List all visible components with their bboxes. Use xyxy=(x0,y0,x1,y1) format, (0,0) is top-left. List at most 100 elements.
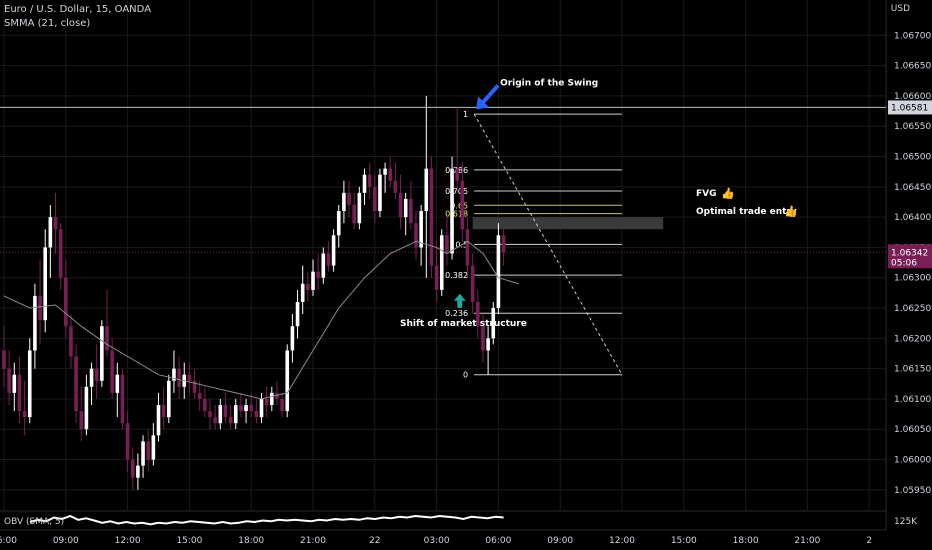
candle-body xyxy=(146,441,150,460)
candle-body xyxy=(58,229,63,278)
time-tick-label: 12:00 xyxy=(609,536,635,546)
candle-body xyxy=(342,192,346,212)
time-tick-label: 15:00 xyxy=(671,536,697,546)
candle-body xyxy=(43,247,47,321)
time-tick-label: 22 xyxy=(369,536,380,546)
candle-body xyxy=(203,398,207,412)
candle-body xyxy=(130,459,135,478)
candle-body xyxy=(295,301,300,327)
fib-level-label: 0.65 xyxy=(450,201,468,210)
obv-line xyxy=(29,514,504,526)
candle-body xyxy=(38,295,42,321)
time-tick-label: 21:00 xyxy=(300,536,326,546)
time-tick-label: 06:00 xyxy=(0,536,17,546)
price-tick-label: 1.05950 xyxy=(894,486,931,496)
fib-level-label: 1 xyxy=(463,110,468,119)
price-tick-label: 1.06250 xyxy=(894,304,931,314)
candle-body xyxy=(403,198,408,218)
candle-body xyxy=(331,235,336,266)
candle-body xyxy=(300,283,305,302)
candle-body xyxy=(74,356,78,412)
thumbs-up-icon: 👍 xyxy=(721,187,735,200)
candle-body xyxy=(259,398,264,418)
candle-body xyxy=(393,180,398,193)
candle-body xyxy=(244,405,248,412)
candle-body xyxy=(326,253,331,266)
candle-body xyxy=(100,326,104,381)
candle-body xyxy=(306,283,310,290)
price-tick-label: 1.06550 xyxy=(894,122,931,132)
candle-body xyxy=(491,308,496,339)
candle-body xyxy=(27,350,32,418)
candle-body xyxy=(409,198,413,224)
candle-body xyxy=(383,168,387,175)
ote-label: Optimal trade entry xyxy=(696,207,797,217)
candle-body xyxy=(285,350,290,412)
obv-scale-label: 125K xyxy=(894,517,918,527)
candle-body xyxy=(290,326,295,351)
candle-body xyxy=(192,380,197,393)
candle-body xyxy=(424,168,429,212)
candle-body xyxy=(280,398,284,412)
candle-body xyxy=(249,405,253,412)
time-tick-label: 18:00 xyxy=(733,536,759,546)
time-tick-label: 2 xyxy=(866,536,872,546)
candle-body xyxy=(22,411,27,418)
candle-body xyxy=(120,374,125,424)
candle-body xyxy=(17,374,22,412)
candle-body xyxy=(156,405,161,436)
candle-body xyxy=(311,271,315,290)
candle-body xyxy=(321,253,326,278)
candle-body xyxy=(357,192,362,224)
candle-body xyxy=(460,180,465,230)
time-tick-label: 21:00 xyxy=(794,536,820,546)
candle-body xyxy=(398,192,403,218)
origin-arrow-shaft xyxy=(480,84,500,105)
fib-level-label: 0.236 xyxy=(445,309,468,318)
candle-body xyxy=(352,205,356,224)
candle-body xyxy=(223,405,228,418)
candle-body xyxy=(208,411,212,418)
candle-body xyxy=(373,186,377,212)
candle-body xyxy=(187,374,192,381)
candle-body xyxy=(481,326,485,351)
candle-body xyxy=(275,392,279,399)
fib-trend-line xyxy=(473,113,623,375)
candle-body xyxy=(388,168,393,181)
price-tick-label: 1.06400 xyxy=(894,213,931,223)
current-price-value: 1.06342 xyxy=(891,248,928,258)
candle-body xyxy=(429,168,434,266)
candle-body xyxy=(213,417,217,424)
symbol-title: Euro / U.S. Dollar, 15, OANDA xyxy=(4,4,152,15)
candle-body xyxy=(434,265,439,290)
candle-body xyxy=(94,368,99,381)
candle-body xyxy=(89,368,94,387)
candle-body xyxy=(218,405,223,424)
fvg-label: FVG xyxy=(696,189,717,199)
origin-label: Origin of the Swing xyxy=(500,78,598,88)
indicator-title: SMMA (21, close) xyxy=(4,18,91,29)
price-tick-label: 1.06450 xyxy=(894,183,931,193)
price-tick-label: 1.06100 xyxy=(894,395,931,405)
candle-body xyxy=(254,411,259,418)
fib-level-label: 0.705 xyxy=(445,187,468,196)
candle-body xyxy=(69,326,73,357)
candle-body xyxy=(445,235,449,254)
candle-body xyxy=(378,174,382,212)
candle-body xyxy=(270,392,274,405)
countdown-value: 05:06 xyxy=(891,258,917,268)
time-tick-label: 03:00 xyxy=(424,536,450,546)
candle-body xyxy=(2,350,6,369)
swing-high-value: 1.06581 xyxy=(891,103,928,113)
candle-body xyxy=(151,435,156,460)
candle-body xyxy=(64,277,68,327)
candle-body xyxy=(84,386,89,430)
candle-body xyxy=(419,211,423,248)
time-tick-label: 09:00 xyxy=(53,536,79,546)
time-tick-label: 09:00 xyxy=(547,536,573,546)
candle-body xyxy=(239,405,243,412)
candle-body xyxy=(496,235,501,309)
candle-body xyxy=(161,405,166,418)
candle-body xyxy=(486,338,490,351)
